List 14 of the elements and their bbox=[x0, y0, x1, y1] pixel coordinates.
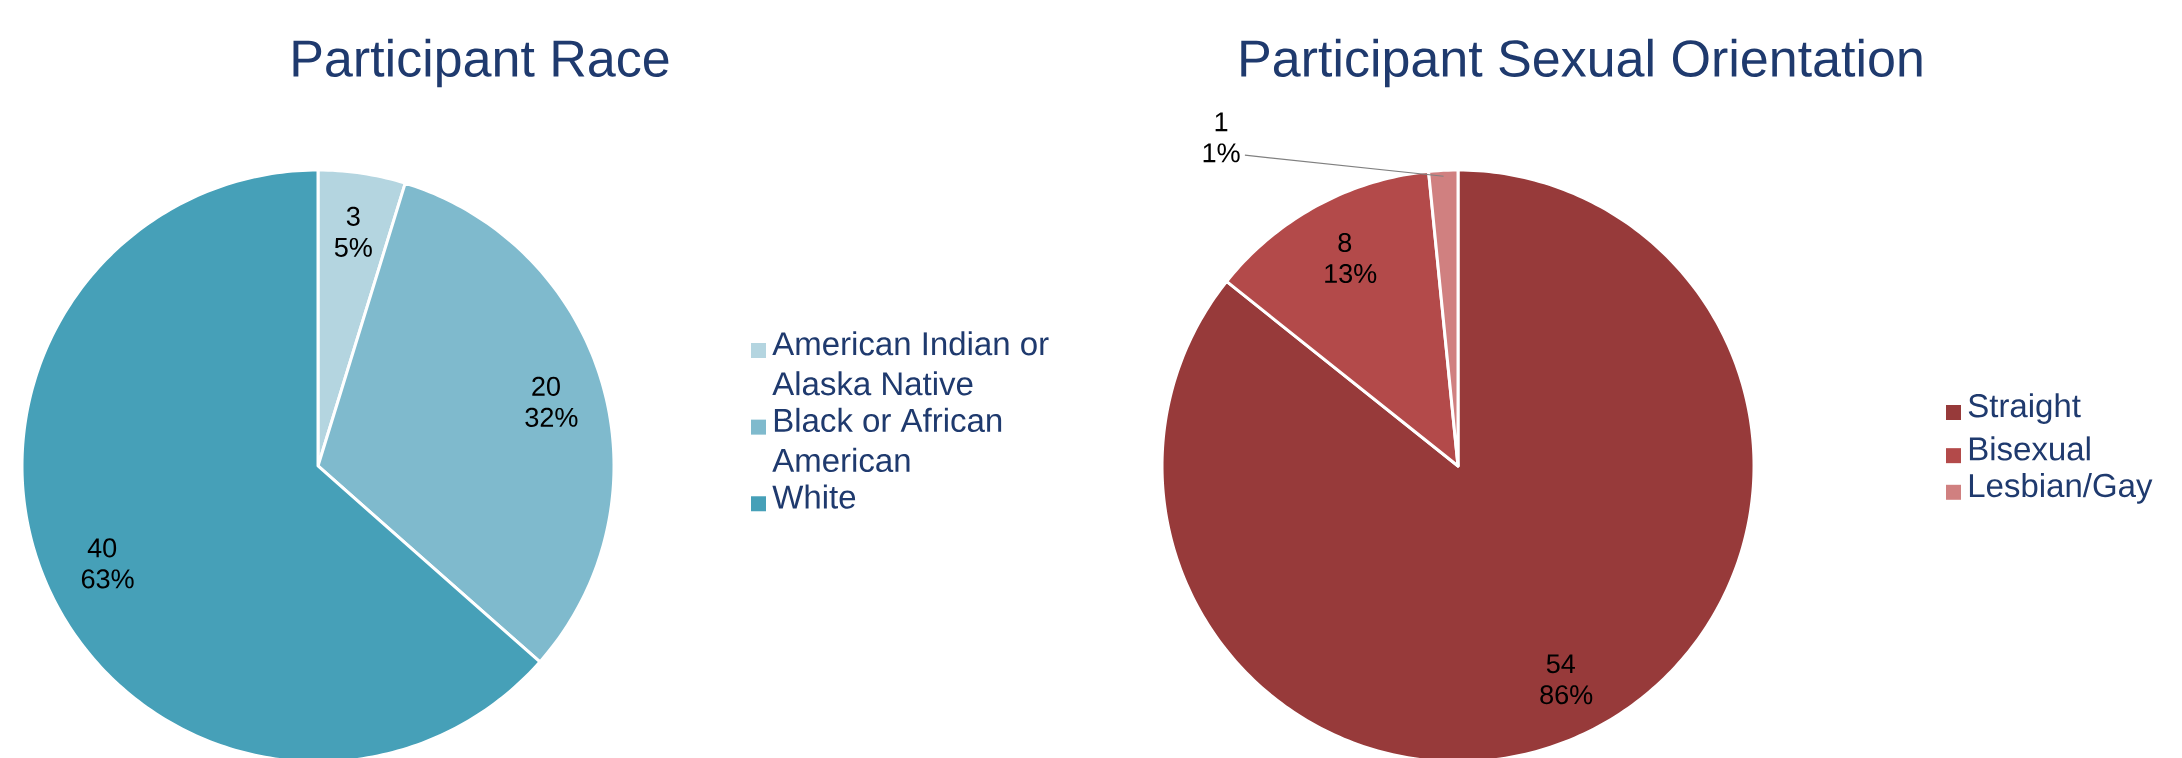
chart-title: Participant Sexual Orientation bbox=[1241, 38, 1922, 88]
legend-label: Straight bbox=[1968, 393, 2081, 424]
legend-label: American Indian or Alaska Native bbox=[772, 331, 1049, 396]
data-label: 8 13% bbox=[1325, 232, 1377, 284]
legend-label: Bisexual bbox=[1969, 436, 2090, 461]
legend-label: White bbox=[772, 484, 856, 509]
data-label: 40 63% bbox=[81, 538, 134, 589]
legend-label: Lesbian/Gay bbox=[1969, 472, 2153, 504]
data-label: 54 86% bbox=[1540, 654, 1593, 705]
data-label: 3 5% bbox=[334, 206, 372, 257]
legend-label: Black or African American bbox=[772, 407, 1002, 473]
chart-title: Participant Race bbox=[293, 38, 669, 88]
data-label: 1 1% bbox=[1203, 112, 1240, 163]
data-label: 20 32% bbox=[525, 376, 578, 427]
